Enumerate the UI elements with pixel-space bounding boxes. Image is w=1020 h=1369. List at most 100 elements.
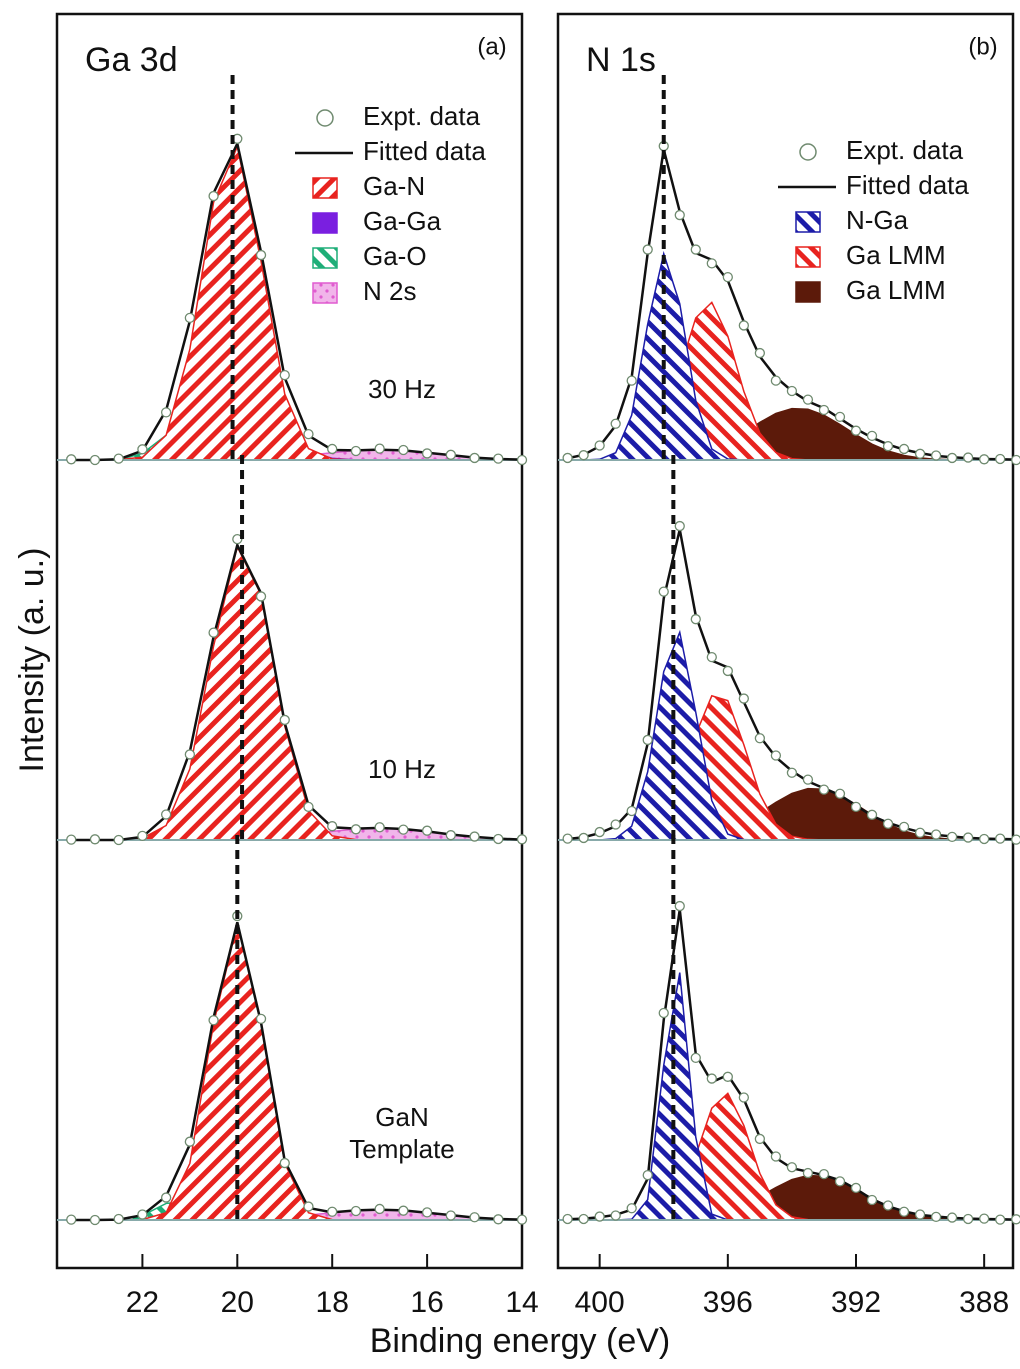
fit-line [71, 139, 523, 462]
x-tick-label: 400 [575, 1286, 625, 1319]
expt-point [850, 801, 862, 813]
y-axis-label: Intensity (a. u.) [13, 548, 51, 773]
legend-swatch [795, 281, 821, 303]
expt-point [995, 833, 1006, 844]
legend-swatch [795, 246, 821, 268]
legend-label: Expt. data [846, 135, 964, 165]
expt-point [626, 375, 637, 386]
component-area [71, 923, 522, 1221]
expt-point [626, 1203, 637, 1214]
legend-label: Ga LMM [846, 275, 946, 305]
panel-title: N 1s [586, 41, 656, 79]
legend-swatch [795, 211, 821, 233]
expt-point [962, 832, 974, 843]
expt-point [898, 1206, 910, 1217]
expt-point [255, 591, 267, 602]
legend-label: Fitted data [363, 136, 486, 166]
expt-point [946, 831, 958, 843]
x-tick-label: 22 [126, 1286, 159, 1319]
expt-point [113, 1213, 124, 1225]
expt-point [834, 1176, 846, 1187]
fit-line [71, 921, 523, 1222]
expt-point [303, 428, 314, 440]
expt-point [914, 827, 926, 838]
expt-point [898, 821, 910, 833]
legend-label: Ga LMM [846, 240, 946, 270]
expt-point [754, 733, 766, 744]
expt-point [690, 244, 701, 255]
expt-point [421, 825, 433, 836]
expt-point [398, 1205, 409, 1216]
expt-point [722, 271, 733, 283]
expt-point [738, 693, 749, 704]
expt-point [722, 665, 733, 677]
expt-point [303, 801, 314, 813]
expt-point [626, 805, 637, 817]
expt-point [802, 394, 814, 405]
expt-point [690, 614, 701, 625]
x-tick-label: 388 [959, 1286, 1009, 1319]
expt-point [898, 443, 910, 455]
legend-swatch [312, 282, 338, 304]
expt-point [674, 209, 685, 221]
expt-point [445, 449, 456, 460]
expt-point [962, 452, 974, 463]
legend-label: Ga-Ga [363, 206, 442, 236]
expt-point [979, 833, 990, 845]
expt-point [979, 454, 990, 465]
expt-point [866, 1194, 878, 1206]
expt-point [516, 1214, 528, 1225]
plot-frame [55, 12, 524, 1270]
expt-point [516, 834, 528, 845]
expt-point [137, 1209, 148, 1220]
expt-point [184, 749, 196, 760]
expt-point [374, 822, 385, 833]
expt-point [930, 829, 942, 840]
expt-point [962, 1213, 974, 1225]
expt-point [610, 819, 621, 830]
expt-point [113, 834, 124, 846]
expt-point [786, 767, 798, 778]
expt-point [770, 750, 782, 761]
x-tick-label: 392 [831, 1286, 881, 1319]
expt-point [610, 1210, 621, 1221]
expt-point [516, 454, 528, 466]
panel-title: Ga 3d [85, 41, 178, 79]
x-tick-label: 396 [703, 1286, 753, 1319]
legend-label: Expt. data [363, 101, 481, 131]
expt-point [562, 452, 573, 464]
expt-point [66, 1214, 77, 1225]
expt-point [1011, 1214, 1020, 1225]
expt-point [493, 833, 504, 845]
expt-point [674, 520, 685, 532]
expt-point [850, 1182, 862, 1194]
expt-point [578, 832, 589, 844]
expt-point [184, 1136, 196, 1147]
legend-label: Fitted data [846, 170, 969, 200]
expt-point [562, 833, 573, 844]
expt-point [738, 320, 749, 331]
expt-point [208, 627, 219, 638]
component-area [71, 544, 522, 841]
expt-point [279, 1157, 290, 1169]
expt-point [642, 244, 653, 255]
expt-point [232, 534, 243, 545]
expt-point [850, 425, 862, 436]
expt-point [1011, 454, 1020, 466]
expt-point [818, 404, 830, 416]
expt-point [350, 824, 362, 835]
x-tick-label: 14 [505, 1286, 538, 1319]
expt-point [89, 1214, 101, 1226]
legend-label: N 2s [363, 276, 416, 306]
expt-point [594, 1211, 605, 1222]
expt-point [706, 652, 717, 663]
expt-point [327, 1206, 338, 1217]
x-tick-label: 18 [316, 1286, 349, 1319]
legend-label: N-Ga [846, 205, 909, 235]
expt-point [493, 1214, 504, 1225]
expt-point [578, 1213, 589, 1225]
expt-point [786, 1162, 798, 1173]
expt-point [66, 454, 77, 465]
expt-point [562, 1213, 573, 1225]
